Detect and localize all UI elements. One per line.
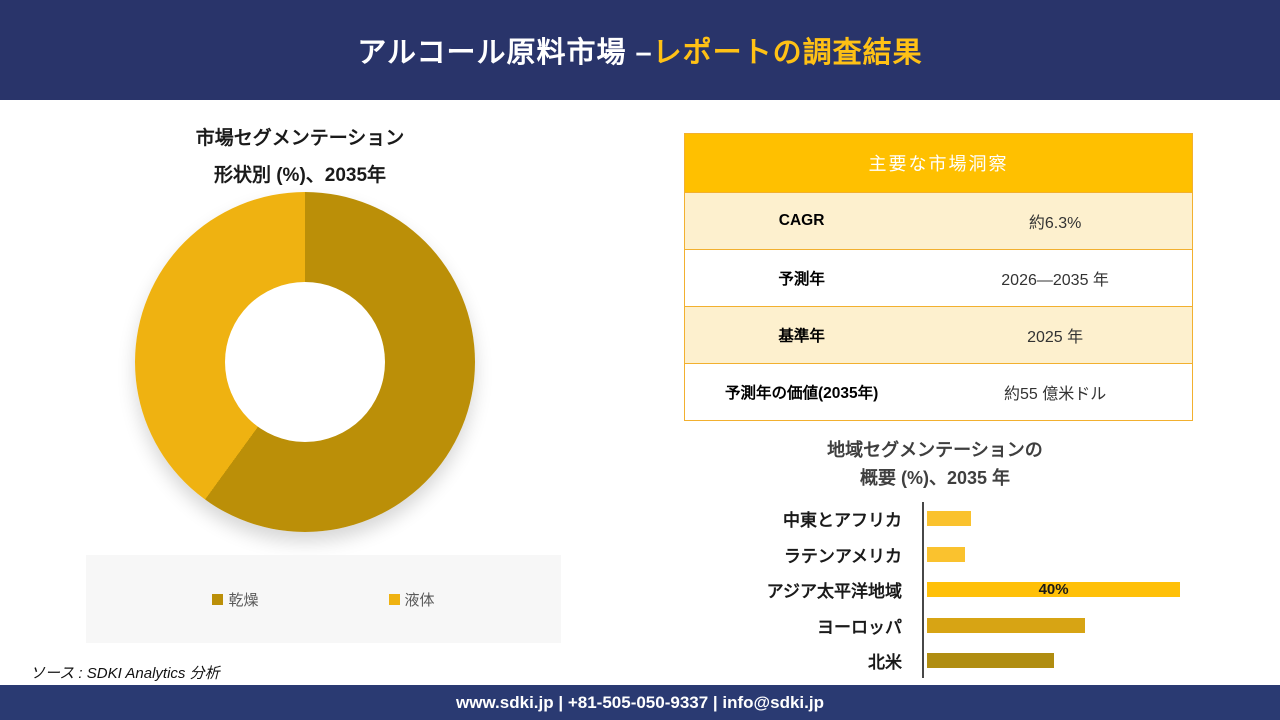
legend-swatch (212, 593, 224, 605)
insights-row: CAGR 約6.3% (685, 192, 1192, 249)
donut-chart (135, 192, 475, 532)
bar (927, 617, 1086, 633)
source-note: ソース : SDKI Analytics 分析 (30, 665, 220, 682)
bar (927, 653, 1054, 669)
bar-category-label: 中東とアフリカ (783, 511, 902, 531)
pie-legend: 乾燥 液体 (86, 555, 561, 643)
bar-category-label: ヨーロッパ (817, 617, 902, 637)
bar: 40% (927, 581, 1181, 599)
legend-swatch (388, 593, 400, 605)
insights-row: 予測年 2026—2035 年 (685, 249, 1192, 306)
bar-category-label: アジア太平洋地域 (766, 582, 902, 602)
page-title-market: アルコール原料市場 – (357, 37, 653, 69)
key-insights-table: 主要な市場洞察 CAGR 約6.3% 予測年 2026—2035 年基準年 2025 年… (684, 133, 1193, 421)
page-title-report: レポートの調査結果 (652, 37, 923, 69)
insights-row: 予測年の価値(2035年) 約55 億米ドル (685, 363, 1192, 420)
pie-chart-title-line1: 市場セグメンテーション (195, 128, 405, 149)
bar-row: 中東とアフリカ (680, 501, 1220, 537)
bar-category-label: ラテンアメリカ (783, 546, 902, 566)
insights-row: 基準年 2025 年 (685, 306, 1192, 363)
legend-item: 乾燥 (212, 589, 259, 610)
page-title: アルコール原料市場 –レポートの調査結果 (357, 29, 922, 71)
contact-footer: www.sdki.jp | +81-505-050-9337 | info@sd… (0, 685, 1280, 720)
insights-row-value: 2026—2035 年 (1001, 272, 1109, 289)
bar-row: アジア太平洋地域 40% (680, 572, 1220, 608)
bar-chart-axis (922, 502, 924, 678)
insights-row-label: 予測年の価値(2035年) (724, 385, 879, 402)
insights-table-header: 主要な市場洞察 (685, 134, 1192, 192)
bar (927, 546, 965, 562)
bar-category-label: 北米 (868, 653, 902, 673)
insights-row-label: CAGR (778, 212, 825, 229)
bar-rows: 中東とアフリカ ラテンアメリカアジア太平洋地域 40% ヨーロッパ北米 (680, 501, 1220, 679)
bar-row: ヨーロッパ (680, 608, 1220, 644)
insights-row-value: 2025 年 (1027, 329, 1084, 346)
report-header: アルコール原料市場 –レポートの調査結果 (0, 0, 1280, 100)
insights-row-value: 約55 億米ドル (1003, 386, 1107, 403)
legend-item: 液体 (388, 589, 435, 610)
bar-row: 北米 (680, 643, 1220, 679)
bar (927, 511, 972, 527)
pie-chart-title-line2: 形状別 (%)、2035年 (213, 165, 387, 186)
insights-table-body: CAGR 約6.3% 予測年 2026—2035 年基準年 2025 年予測年の価値(2… (685, 192, 1192, 420)
regional-bar-chart: 中東とアフリカ ラテンアメリカアジア太平洋地域 40% ヨーロッパ北米 (680, 501, 1220, 679)
insights-row-label: 基準年 (778, 328, 825, 345)
bar-value-label: 40% (1038, 581, 1069, 599)
bar-chart-title-line2: 概要 (%)、2035 年 (859, 468, 1011, 488)
insights-row-label: 予測年 (778, 271, 825, 288)
legend-label: 液体 (404, 591, 435, 609)
bar-row: ラテンアメリカ (680, 537, 1220, 573)
bar-chart-title-line1: 地域セグメンテーションの (827, 440, 1043, 460)
insights-row-value: 約6.3% (1028, 215, 1082, 232)
legend-label: 乾燥 (228, 591, 259, 609)
